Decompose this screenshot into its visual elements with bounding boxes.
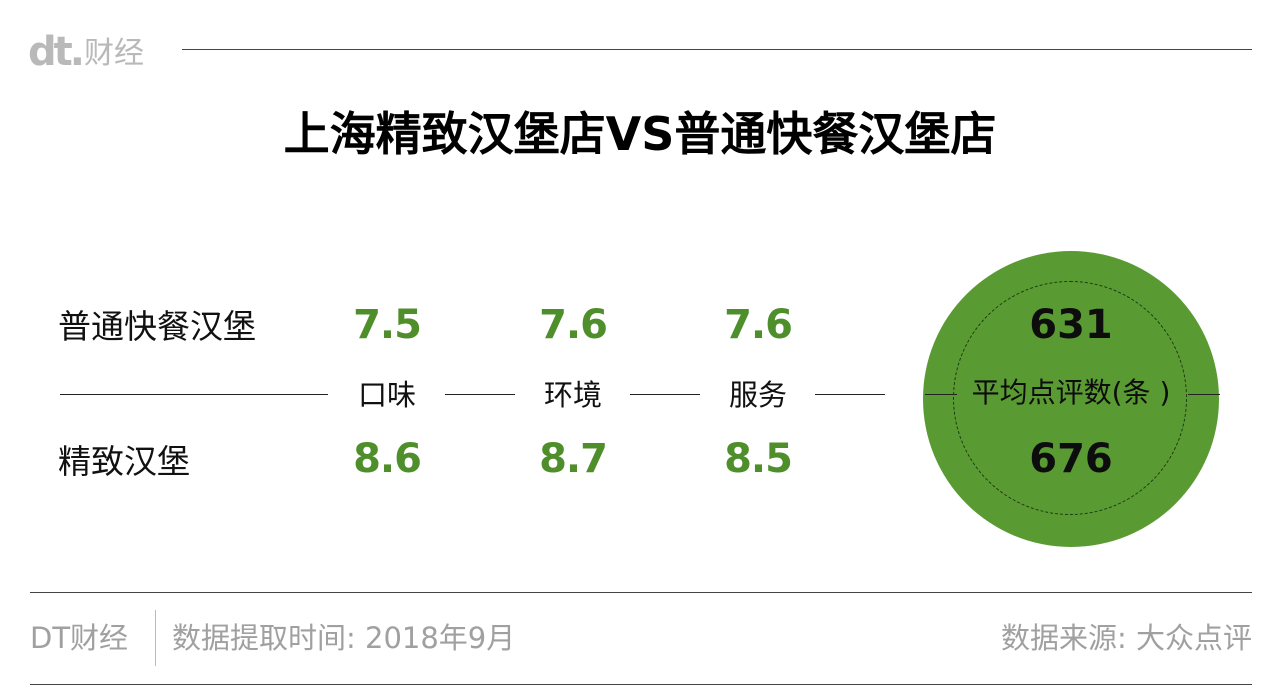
avg-reviews-fast-food: 631 — [1029, 302, 1113, 348]
divider-line — [60, 394, 328, 395]
footer-extract-time: 数据提取时间: 2018年9月 — [172, 621, 516, 655]
avg-reviews-gourmet: 676 — [1029, 436, 1113, 482]
header-divider — [182, 49, 1252, 50]
row-label-gourmet: 精致汉堡 — [58, 442, 190, 481]
category-taste: 口味 — [357, 378, 416, 412]
circle-line-left — [925, 394, 957, 395]
score-gourmet-taste: 8.6 — [353, 436, 422, 482]
score-gourmet-environment: 8.7 — [539, 436, 608, 482]
avg-reviews-label: 平均点评数(条 ) — [971, 376, 1171, 409]
divider-line — [630, 394, 700, 395]
circle-line-right — [1188, 394, 1220, 395]
score-fast-food-service: 7.6 — [724, 302, 793, 348]
footer-bottom-rule — [30, 684, 1252, 685]
avg-reviews-dashed-ring — [953, 281, 1187, 515]
category-service: 服务 — [728, 378, 787, 412]
logo-mark: dt. — [28, 29, 85, 75]
divider-line — [445, 394, 515, 395]
footer-brand: DT财经 — [30, 621, 129, 655]
score-fast-food-environment: 7.6 — [539, 302, 608, 348]
logo-text: 财经 — [83, 36, 144, 71]
footer-data-source: 数据来源: 大众点评 — [1001, 621, 1252, 655]
category-environment: 环境 — [543, 378, 602, 412]
footer-top-rule — [30, 592, 1252, 593]
score-fast-food-taste: 7.5 — [353, 302, 422, 348]
page-title: 上海精致汉堡店VS普通快餐汉堡店 — [283, 107, 997, 161]
brand-logo: dt. 财经 — [28, 28, 144, 72]
score-gourmet-service: 8.5 — [724, 436, 793, 482]
row-label-fast-food: 普通快餐汉堡 — [58, 307, 256, 346]
footer-divider — [155, 610, 156, 666]
divider-line — [815, 394, 885, 395]
